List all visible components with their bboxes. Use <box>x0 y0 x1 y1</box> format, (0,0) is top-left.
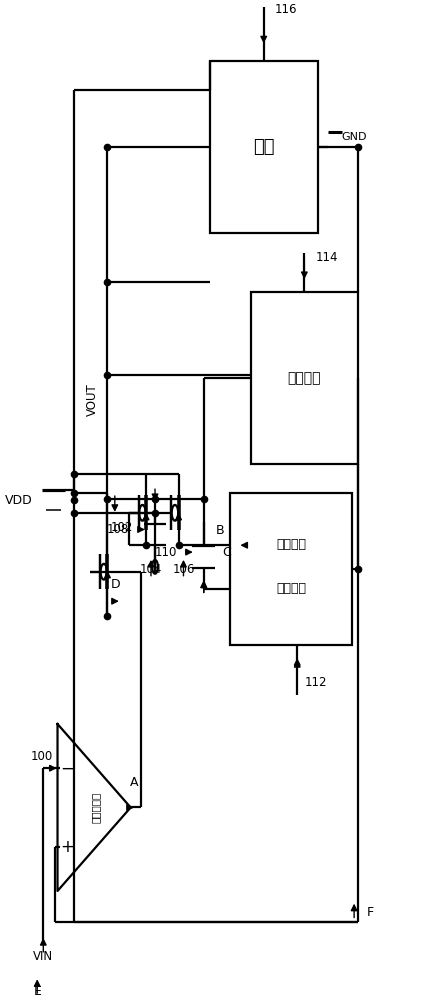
Bar <box>250 292 358 464</box>
Text: 误差放大器: 误差放大器 <box>91 792 101 823</box>
Text: 108: 108 <box>107 523 129 536</box>
Text: E: E <box>33 985 41 998</box>
Text: −: − <box>61 759 74 777</box>
Text: 负载: 负载 <box>253 138 274 156</box>
Text: 112: 112 <box>304 676 327 689</box>
Text: 104: 104 <box>140 563 162 576</box>
Text: 102: 102 <box>110 521 133 534</box>
Text: D: D <box>111 578 120 591</box>
Bar <box>230 493 352 645</box>
Text: VOUT: VOUT <box>86 383 98 416</box>
Text: 110: 110 <box>155 546 177 559</box>
Bar <box>210 61 318 233</box>
Text: F: F <box>367 906 374 919</box>
Text: 106: 106 <box>172 563 195 576</box>
Text: B: B <box>216 524 224 537</box>
Text: A: A <box>130 776 138 789</box>
Text: 采样电路: 采样电路 <box>276 582 306 595</box>
Text: 116: 116 <box>275 3 297 16</box>
Text: 100: 100 <box>31 750 53 763</box>
Text: +: + <box>61 838 74 856</box>
Text: 114: 114 <box>315 251 338 264</box>
Text: VDD: VDD <box>6 494 33 507</box>
Text: VIN: VIN <box>33 950 54 963</box>
Text: 反馈网络: 反馈网络 <box>288 371 321 385</box>
Text: 输出电流: 输出电流 <box>276 538 306 551</box>
Text: GND: GND <box>342 132 367 142</box>
Text: C: C <box>222 546 231 559</box>
